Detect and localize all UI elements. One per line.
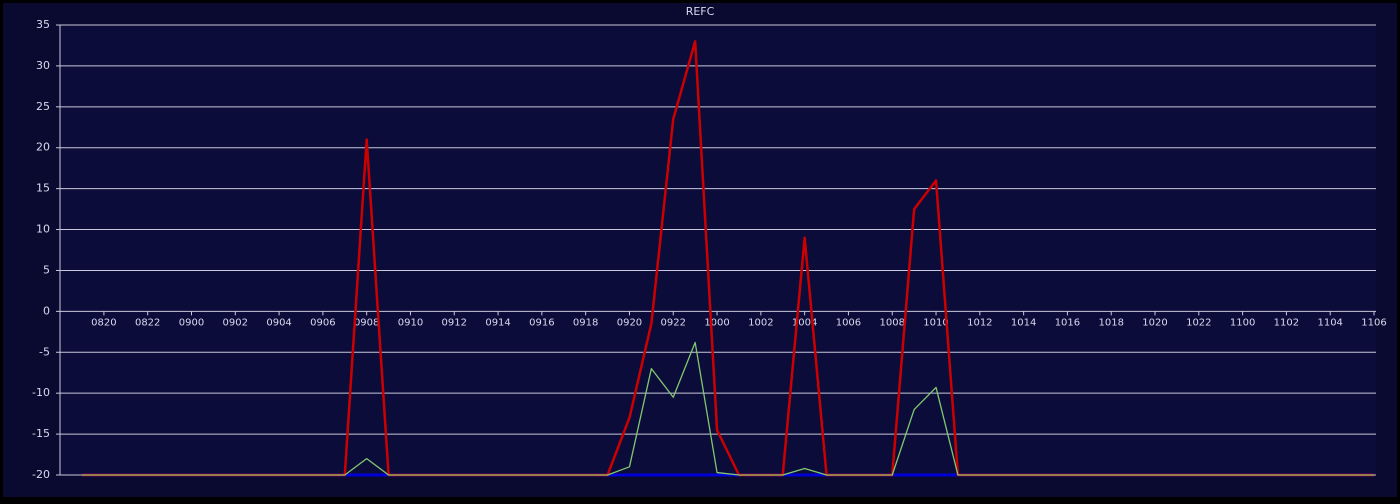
y-tick-label: 30	[36, 59, 50, 72]
y-tick-label: -20	[32, 468, 50, 481]
x-tick-label: 0908	[354, 317, 379, 328]
x-tick-label: 0902	[223, 317, 248, 328]
y-tick-label: 20	[36, 141, 50, 154]
chart-title: REFC	[686, 5, 715, 18]
x-tick-label: 1002	[748, 317, 773, 328]
x-tick-label: 0922	[661, 317, 686, 328]
y-tick-label: 10	[36, 223, 50, 236]
x-tick-label: 1016	[1055, 317, 1080, 328]
plot-area	[60, 25, 1376, 475]
x-tick-label: 1008	[880, 317, 905, 328]
y-tick-label: 5	[43, 263, 50, 276]
x-tick-label: 0906	[310, 317, 335, 328]
x-tick-label: 1014	[1011, 317, 1036, 328]
x-tick-label: 1100	[1230, 317, 1255, 328]
series-line	[82, 341, 1374, 476]
y-tick-label: 25	[36, 100, 50, 113]
y-tick-label: -10	[32, 386, 50, 399]
x-tick-label: 0900	[179, 317, 204, 328]
x-tick-label: 1004	[792, 317, 817, 328]
y-tick-label: 0	[43, 304, 50, 317]
x-tick-label: 0920	[617, 317, 642, 328]
y-tick-label: 15	[36, 182, 50, 195]
x-tick-label: 0910	[398, 317, 423, 328]
x-tick-label: 0822	[135, 317, 160, 328]
x-tick-label: 0918	[573, 317, 598, 328]
x-tick-label: 0914	[485, 317, 510, 328]
x-tick-label: 0916	[529, 317, 554, 328]
x-tick-label: 1022	[1186, 317, 1211, 328]
x-tick-label: 1020	[1142, 317, 1167, 328]
x-tick-label: 1010	[923, 317, 948, 328]
y-tick-label: -15	[32, 427, 50, 440]
x-tick-label: 0912	[442, 317, 467, 328]
x-tick-label: 1012	[967, 317, 992, 328]
x-tick-label: 1104	[1317, 317, 1342, 328]
x-tick-label: 0820	[91, 317, 116, 328]
x-tick-label: 0904	[266, 317, 291, 328]
x-tick-label: 1018	[1098, 317, 1123, 328]
x-tick-label: 1000	[704, 317, 729, 328]
y-tick-label: 35	[36, 18, 50, 31]
y-tick-label: -5	[39, 345, 50, 358]
x-tick-label: 1102	[1274, 317, 1299, 328]
x-tick-label: 1006	[836, 317, 861, 328]
x-tick-label: 1106	[1361, 317, 1386, 328]
